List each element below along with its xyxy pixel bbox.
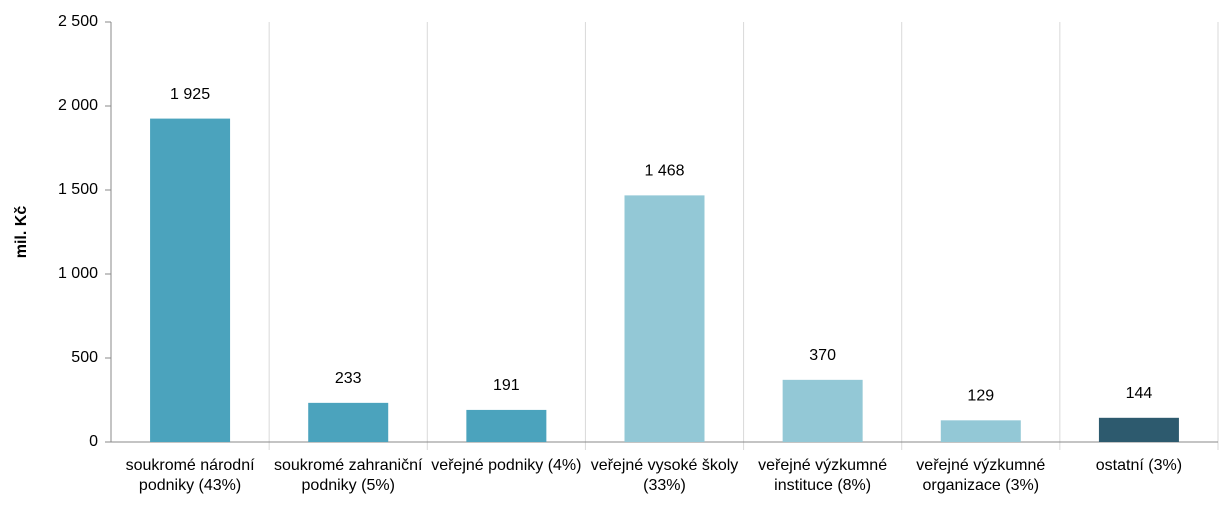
bar xyxy=(466,409,547,442)
y-tick-label: 0 xyxy=(89,433,98,450)
y-tick-label: 500 xyxy=(71,349,98,366)
value-label: 370 xyxy=(809,347,836,364)
value-label: 191 xyxy=(493,377,520,394)
y-tick-label: 1 500 xyxy=(58,181,98,198)
value-label: 1 925 xyxy=(170,86,210,103)
x-tick-label: ostatní (3%) xyxy=(1095,457,1183,474)
bar xyxy=(624,195,705,442)
x-tick-label: soukromé zahraniční podniky (5%) xyxy=(273,457,423,494)
bar xyxy=(782,379,863,442)
x-tick-label: veřejné podniky (4%) xyxy=(431,457,582,474)
value-label: 1 468 xyxy=(644,163,684,180)
x-tick-label: veřejné výzkumné organizace (3%) xyxy=(916,457,1046,494)
y-tick-label: 2 500 xyxy=(58,13,98,30)
value-label: 129 xyxy=(967,388,994,405)
value-label: 233 xyxy=(335,370,362,387)
y-axis-title: mil. Kč xyxy=(13,206,30,259)
x-tick-label: soukromé národní podniky (43%) xyxy=(125,457,255,494)
bar xyxy=(1098,417,1179,442)
value-label: 144 xyxy=(1126,385,1153,402)
bar xyxy=(940,420,1021,442)
bar xyxy=(150,118,231,442)
x-tick-label: veřejné výzkumné instituce (8%) xyxy=(758,457,888,494)
bar xyxy=(308,402,389,442)
y-tick-label: 1 000 xyxy=(58,265,98,282)
y-tick-label: 2 000 xyxy=(58,97,98,114)
x-tick-label: veřejné vysoké školy (33%) xyxy=(590,457,739,494)
